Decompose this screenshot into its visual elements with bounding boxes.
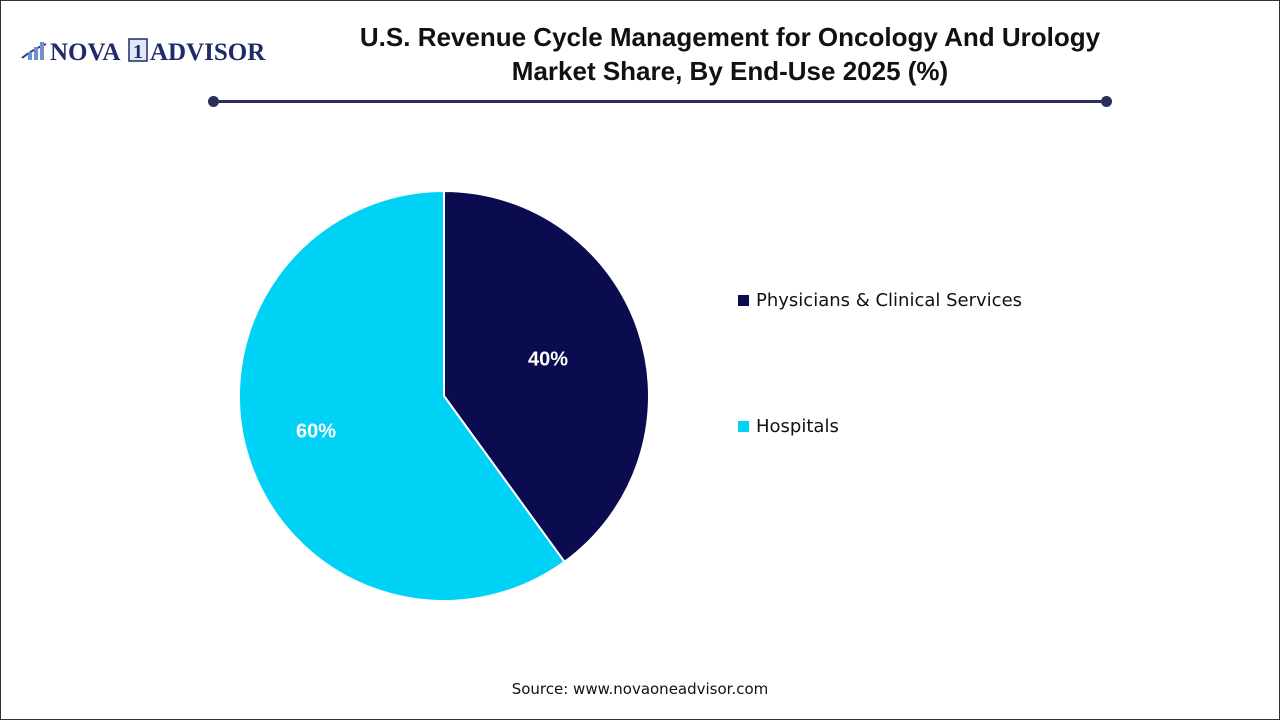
title-line-2: Market Share, By End-Use 2025 (%) — [511, 56, 949, 86]
legend-label: Hospitals — [756, 416, 839, 437]
chart-title: U.S. Revenue Cycle Management for Oncolo… — [300, 20, 1160, 88]
legend-label: Physicians & Clinical Services — [756, 290, 1023, 311]
legend-swatch — [738, 421, 749, 432]
svg-text:1: 1 — [133, 41, 143, 63]
rule-dot-right — [1101, 96, 1112, 107]
svg-text:NOVA: NOVA — [50, 39, 120, 66]
pie-slice-1 — [238, 189, 566, 602]
title-divider — [213, 100, 1106, 103]
legend-item-hospitals: Hospitals — [738, 416, 839, 437]
data-label-1: 60% — [296, 420, 336, 442]
svg-text:ADVISOR: ADVISOR — [150, 39, 266, 66]
pie-slice-0 — [443, 189, 650, 564]
source-note: Source: www.novaoneadvisor.com — [511, 680, 769, 698]
nova-advisor-logo: NOVA 1 ADVISOR — [20, 34, 275, 70]
legend-item-physicians: Physicians & Clinical Services — [738, 290, 1022, 311]
title-line-1: U.S. Revenue Cycle Management for Oncolo… — [359, 22, 1101, 52]
legend-swatch — [738, 295, 749, 306]
data-label-0: 40% — [528, 348, 568, 370]
